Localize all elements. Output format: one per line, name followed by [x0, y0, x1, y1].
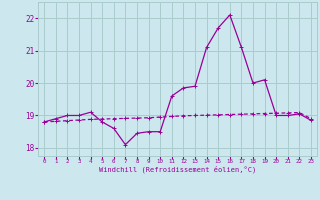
- X-axis label: Windchill (Refroidissement éolien,°C): Windchill (Refroidissement éolien,°C): [99, 166, 256, 173]
